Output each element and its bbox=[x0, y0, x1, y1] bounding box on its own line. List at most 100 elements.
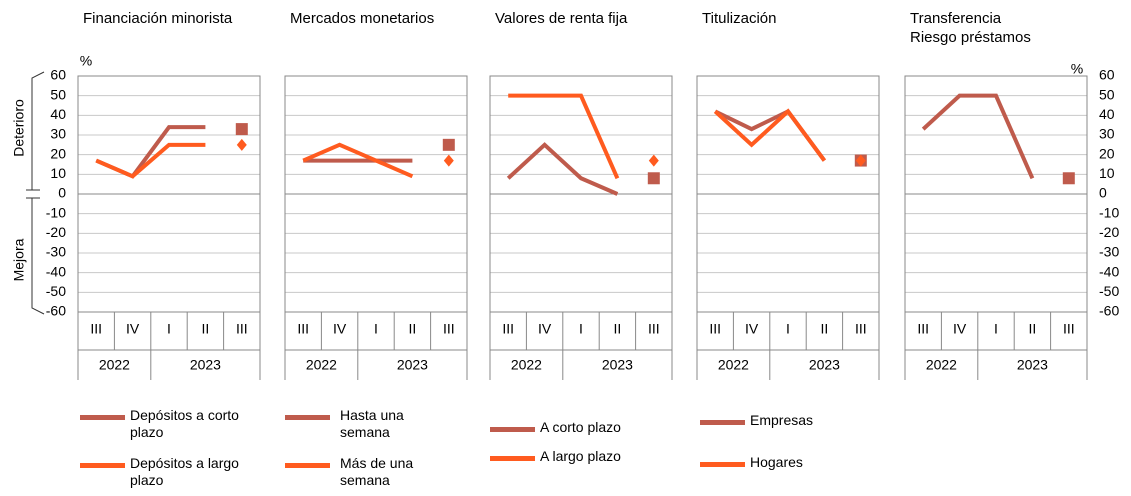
series-line bbox=[302, 142, 414, 179]
legend-label: A largo plazo bbox=[540, 448, 621, 464]
y-tick-label: 60 bbox=[50, 67, 66, 83]
x-tick-label: III bbox=[90, 321, 102, 337]
x-tick-label: I bbox=[994, 321, 998, 337]
marker-square bbox=[647, 172, 660, 185]
x-tick-label: II bbox=[1029, 321, 1037, 337]
panel-title: Titulización bbox=[702, 10, 777, 27]
year-label: 2022 bbox=[511, 357, 542, 373]
marker-diamond bbox=[236, 138, 247, 151]
y-tick-label: -10 bbox=[1099, 204, 1119, 220]
y-tick-label: 60 bbox=[1099, 67, 1115, 83]
year-label: 2022 bbox=[926, 357, 957, 373]
y-tick-label: -50 bbox=[1099, 283, 1119, 299]
marker-diamond bbox=[443, 154, 454, 167]
legend-swatch bbox=[285, 463, 330, 468]
panel-title: Financiación minorista bbox=[83, 10, 233, 27]
marker-diamond bbox=[855, 154, 866, 167]
y-tick-label: 20 bbox=[1099, 145, 1115, 161]
x-tick-label: I bbox=[167, 321, 171, 337]
x-tick-label: I bbox=[374, 321, 378, 337]
legend-label: Empresas bbox=[750, 412, 814, 428]
plot-frame bbox=[77, 75, 261, 313]
panel-title: Mercados monetarios bbox=[290, 10, 435, 27]
plot-frame bbox=[696, 75, 880, 313]
y-tick-label: 40 bbox=[50, 106, 66, 122]
y-tick-label: -60 bbox=[1099, 303, 1119, 319]
y-tick-label: 0 bbox=[58, 185, 66, 201]
x-tick-label: IV bbox=[126, 321, 140, 337]
marker-diamond bbox=[648, 154, 659, 167]
x-tick-label: IV bbox=[953, 321, 967, 337]
arrow bbox=[26, 71, 45, 191]
y-tick-label: -60 bbox=[46, 303, 66, 319]
y-tick-label: -50 bbox=[46, 283, 66, 299]
y-tick-label: 10 bbox=[1099, 165, 1115, 181]
marker-square bbox=[1062, 172, 1075, 185]
marker-square bbox=[235, 123, 248, 136]
x-tick-label: III bbox=[709, 321, 721, 337]
x-tick-label: III bbox=[236, 321, 248, 337]
annotation: Mejora bbox=[11, 238, 27, 281]
year-label: 2023 bbox=[809, 357, 840, 373]
legend-label: A corto plazo bbox=[540, 419, 621, 435]
legend-swatch bbox=[490, 427, 535, 432]
plot-frame bbox=[284, 75, 468, 313]
panel-title: Valores de renta fija bbox=[495, 10, 628, 27]
y-tick-label: 30 bbox=[1099, 126, 1115, 142]
year-label: 2023 bbox=[602, 357, 633, 373]
legend-swatch bbox=[80, 415, 125, 420]
x-tick-label: III bbox=[1063, 321, 1075, 337]
legend-swatch bbox=[80, 463, 125, 468]
y-tick-label: -40 bbox=[46, 263, 66, 279]
x-tick-label: II bbox=[409, 321, 417, 337]
x-tick-label: III bbox=[648, 321, 660, 337]
series-line bbox=[95, 142, 206, 179]
year-label: 2023 bbox=[190, 357, 221, 373]
arrow bbox=[26, 197, 45, 315]
y-axis-unit: % bbox=[80, 53, 92, 69]
x-tick-label: I bbox=[786, 321, 790, 337]
legend-label: Más de una semana bbox=[340, 455, 414, 488]
y-axis-unit: % bbox=[1071, 61, 1083, 77]
legend-label: Depósitos a largo plazo bbox=[130, 455, 239, 488]
legend-swatch bbox=[700, 462, 745, 467]
x-tick-label: II bbox=[202, 321, 210, 337]
legend-label: Hasta una semana bbox=[340, 407, 404, 440]
y-tick-label: -10 bbox=[46, 204, 66, 220]
legend-swatch bbox=[490, 456, 535, 461]
x-tick-label: II bbox=[821, 321, 829, 337]
annotation: Deterioro bbox=[11, 99, 27, 157]
year-label: 2022 bbox=[99, 357, 130, 373]
y-tick-label: 40 bbox=[1099, 106, 1115, 122]
x-tick-label: IV bbox=[538, 321, 552, 337]
y-tick-label: 50 bbox=[1099, 86, 1115, 102]
x-tick-label: III bbox=[443, 321, 455, 337]
x-tick-label: III bbox=[855, 321, 867, 337]
series-line bbox=[508, 93, 620, 180]
legend-swatch bbox=[285, 415, 330, 420]
x-tick-label: IV bbox=[333, 321, 347, 337]
y-tick-label: 0 bbox=[1099, 185, 1107, 201]
marker-square bbox=[442, 138, 455, 151]
y-tick-label: 10 bbox=[50, 165, 66, 181]
series-line bbox=[506, 142, 619, 196]
year-label: 2022 bbox=[306, 357, 337, 373]
y-tick-label: -20 bbox=[46, 224, 66, 240]
plot-frame bbox=[489, 75, 673, 313]
year-label: 2022 bbox=[718, 357, 749, 373]
y-tick-label: 30 bbox=[50, 126, 66, 142]
x-tick-label: II bbox=[614, 321, 622, 337]
x-tick-label: III bbox=[917, 321, 929, 337]
y-tick-label: -40 bbox=[1099, 263, 1119, 279]
legend-label: Hogares bbox=[750, 454, 803, 470]
plot-frame bbox=[904, 75, 1088, 313]
y-tick-label: -30 bbox=[46, 244, 66, 260]
x-tick-label: I bbox=[579, 321, 583, 337]
year-label: 2023 bbox=[397, 357, 428, 373]
series-line bbox=[921, 93, 1035, 180]
legend-swatch bbox=[700, 420, 745, 425]
legend-label: Depósitos a corto plazo bbox=[130, 407, 239, 440]
y-tick-label: -30 bbox=[1099, 244, 1119, 260]
